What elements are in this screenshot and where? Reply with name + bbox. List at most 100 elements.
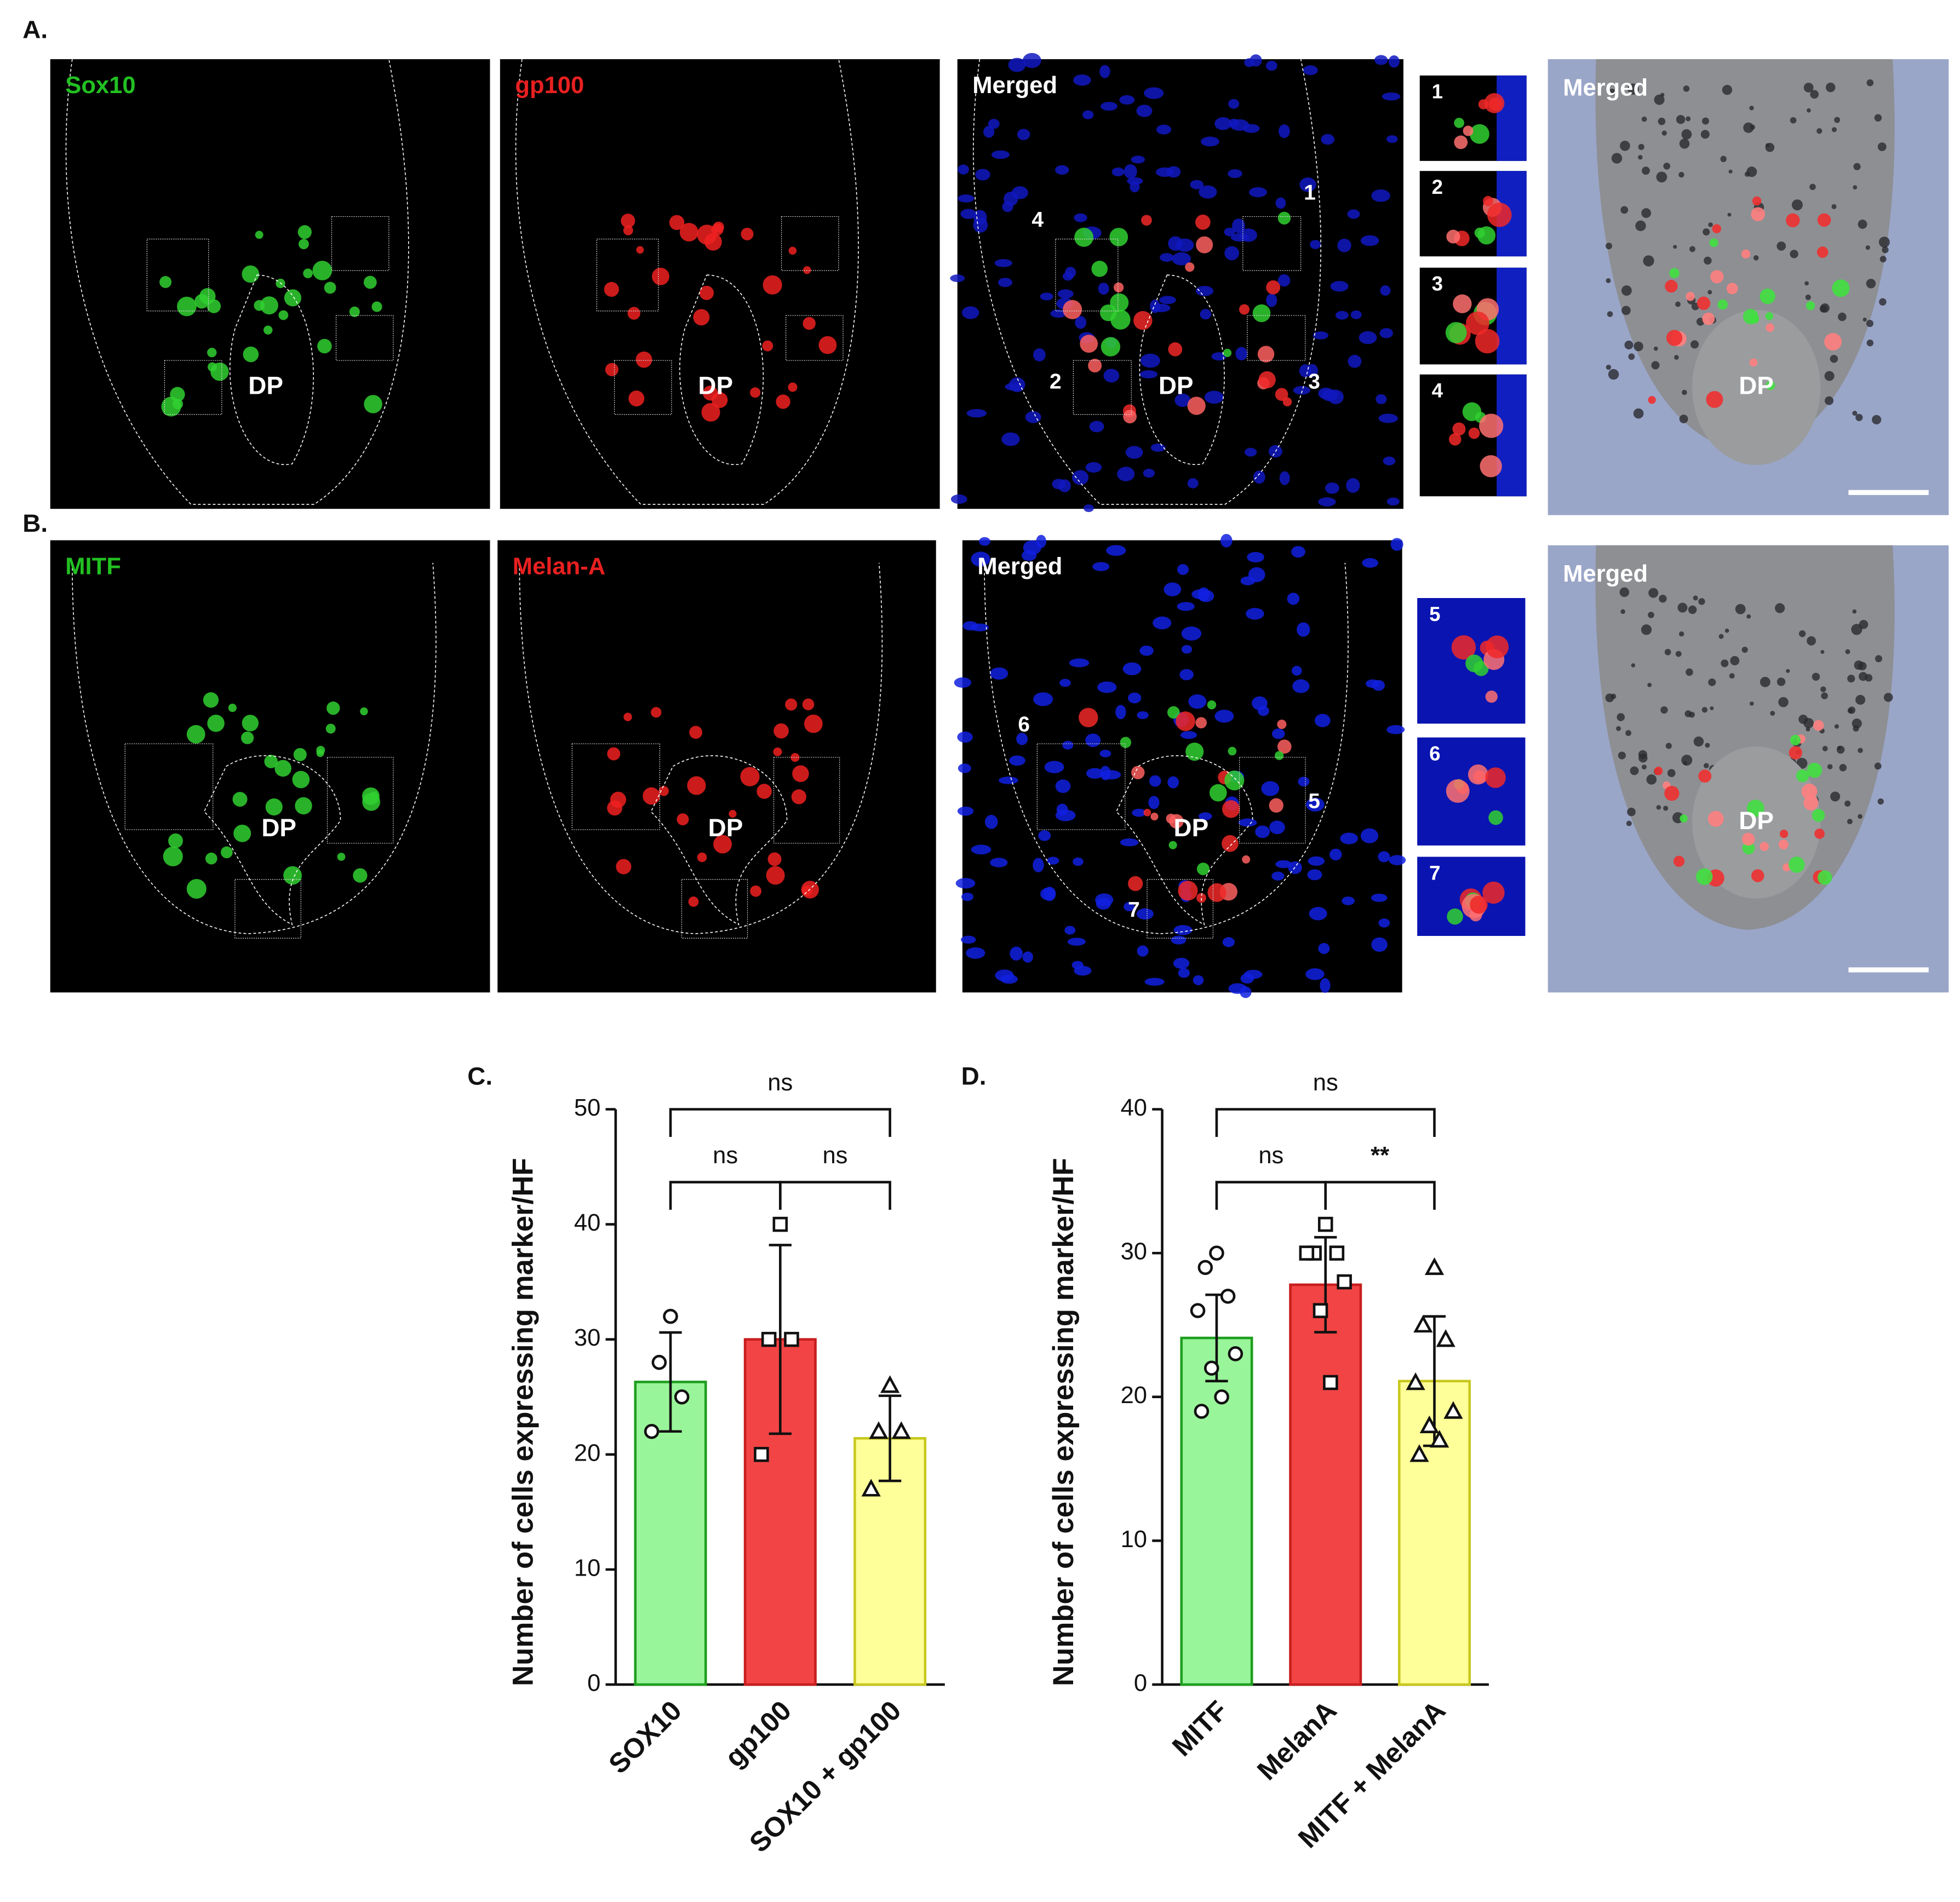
cell [1277, 739, 1292, 754]
nucleus [1025, 411, 1041, 423]
cell [1686, 292, 1695, 301]
nucleus [1140, 353, 1160, 368]
pigment [1660, 93, 1665, 97]
pigment [1838, 312, 1847, 321]
cell [1195, 717, 1207, 728]
nucleus [1062, 740, 1074, 750]
nucleus [1350, 310, 1362, 319]
nucleus [1052, 479, 1066, 490]
cell [1697, 296, 1711, 310]
pigment [1681, 129, 1692, 140]
inset-box [615, 360, 672, 415]
cell [241, 731, 254, 744]
pigment [1879, 256, 1887, 263]
pigment [1853, 185, 1858, 189]
nucleus [1122, 662, 1142, 675]
nucleus [1055, 165, 1069, 175]
cell [1751, 869, 1764, 882]
cell [292, 771, 310, 789]
pigment [1611, 153, 1623, 164]
box-label: 6 [1018, 712, 1030, 736]
nucleus [961, 892, 973, 901]
cell [604, 281, 619, 297]
nucleus [1173, 957, 1190, 969]
data-point [1323, 1375, 1338, 1390]
pigment [1679, 415, 1688, 423]
nucleus [1371, 893, 1388, 902]
pigment [1708, 678, 1716, 686]
nucleus [1055, 779, 1071, 793]
cell [1832, 279, 1850, 297]
cell [1275, 388, 1288, 401]
nucleus [1228, 118, 1239, 128]
inset-box [235, 880, 301, 938]
pigment [1684, 710, 1692, 717]
cell [1475, 329, 1500, 354]
cell [1752, 196, 1762, 206]
box-label: 7 [1128, 898, 1140, 922]
pigment [1827, 764, 1833, 769]
pigment [1701, 706, 1708, 713]
nucleus [962, 621, 978, 631]
cell [1101, 337, 1121, 357]
data-point [784, 1331, 799, 1347]
cell [260, 296, 278, 315]
inset-box [125, 744, 213, 830]
data-point [1337, 1274, 1352, 1290]
cell [1469, 124, 1489, 144]
nucleus [1346, 478, 1360, 493]
cell [773, 747, 782, 756]
cell [1749, 314, 1760, 324]
cell [1446, 229, 1460, 244]
image-title: Melan-A [513, 553, 605, 579]
nucleus [1097, 681, 1117, 693]
pigment [1653, 346, 1658, 351]
cell [1453, 294, 1472, 313]
nucleus [1383, 456, 1396, 466]
nucleus [1214, 117, 1232, 130]
nucleus [1022, 53, 1041, 68]
cell [371, 301, 382, 312]
pigment [1620, 609, 1625, 614]
cell [627, 307, 640, 320]
data-point [772, 1216, 788, 1232]
nucleus [1117, 467, 1135, 481]
y-tick-label: 20 [1121, 1382, 1147, 1409]
inset-box [327, 757, 393, 843]
cell [242, 715, 259, 732]
nucleus [1085, 462, 1102, 473]
pigment [1830, 354, 1838, 363]
nucleus [1136, 908, 1154, 920]
nucleus [1150, 299, 1160, 313]
pigment [1656, 171, 1667, 183]
pigment [1708, 222, 1713, 227]
cell [159, 276, 172, 289]
cell [1488, 810, 1503, 825]
nucleus [1389, 855, 1406, 865]
nucleus [1119, 95, 1135, 105]
image-title: Sox10 [65, 72, 135, 99]
pigment [1631, 663, 1636, 668]
pigment [1698, 598, 1705, 605]
nucleus [1250, 54, 1262, 67]
micrograph [497, 540, 936, 993]
nucleus [1171, 935, 1187, 945]
pigment [1620, 206, 1629, 214]
pigment [1664, 648, 1671, 656]
pigment [1625, 730, 1631, 736]
pigment [1776, 241, 1786, 251]
cell [1473, 661, 1489, 676]
pigment [1606, 364, 1612, 370]
nucleus [1314, 714, 1331, 727]
cell [740, 767, 760, 786]
nucleus [1100, 766, 1111, 780]
pigment [1845, 649, 1850, 654]
nucleus [1388, 55, 1400, 68]
outline-group [72, 563, 436, 938]
cell [1801, 783, 1818, 800]
inset-box [1247, 315, 1305, 360]
cell [172, 399, 184, 410]
nucleus [999, 777, 1018, 784]
nucleus [1074, 966, 1092, 976]
cell [1812, 809, 1825, 822]
